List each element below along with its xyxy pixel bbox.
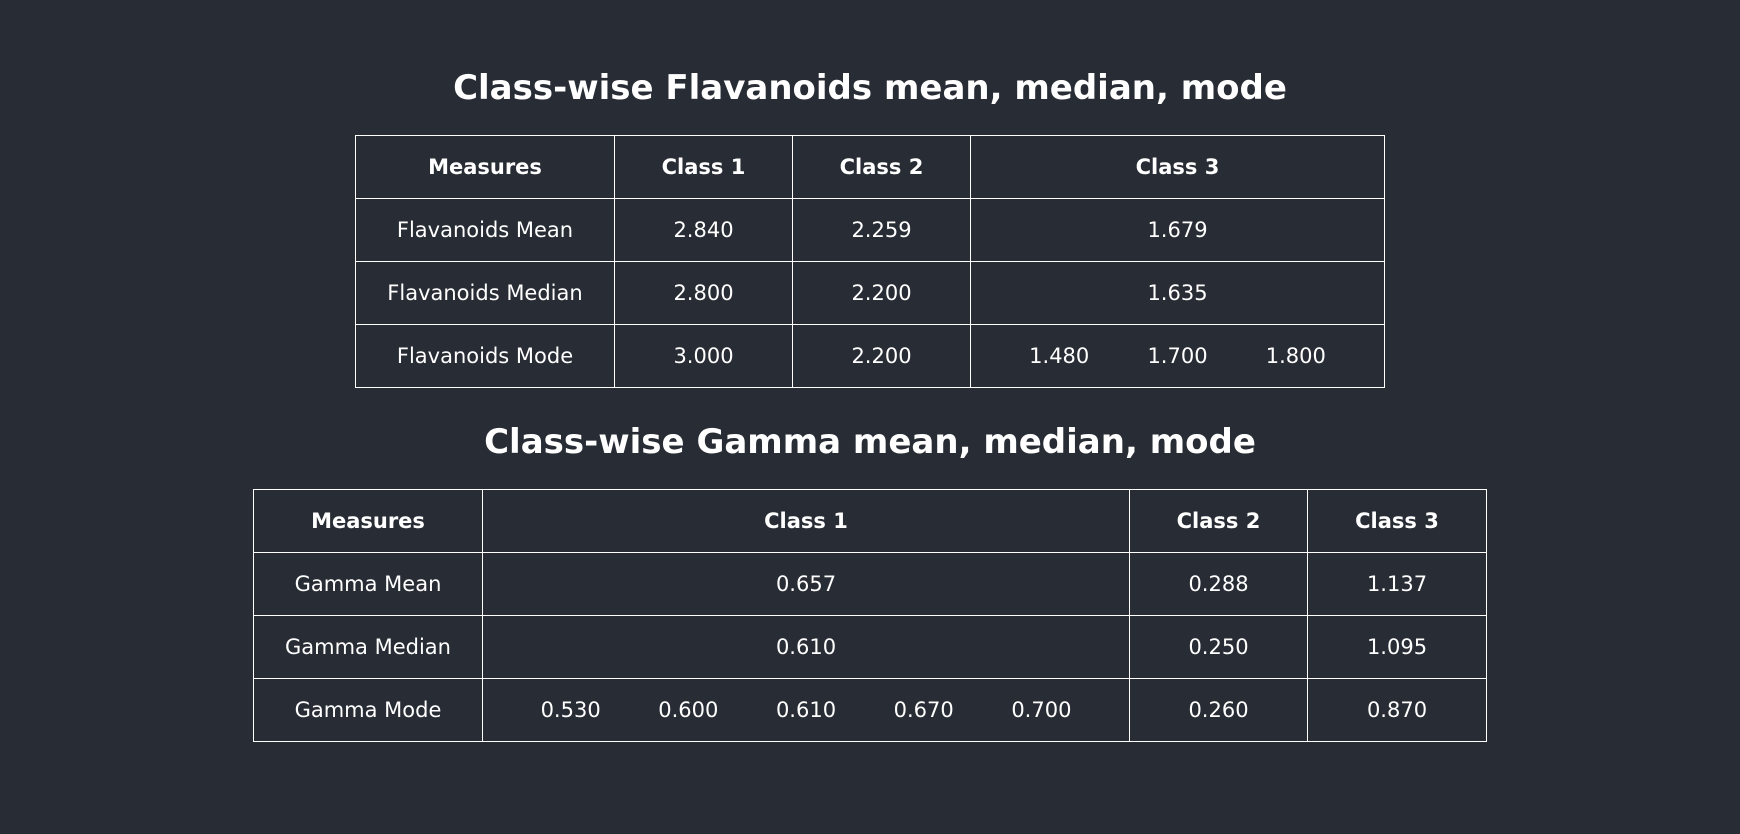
column-header: Class 3 <box>1307 489 1487 553</box>
table-header-row: Measures Class 1 Class 2 Class 3 <box>253 489 1487 553</box>
gamma-stats-table: Measures Class 1 Class 2 Class 3 Gamma Mean… <box>253 489 1487 742</box>
value-cell-class2: 0.260 <box>1129 678 1308 742</box>
column-header: Measures <box>253 489 483 553</box>
flavanoids-table-title: Class-wise Flavanoids mean, median, mode <box>453 68 1287 108</box>
mode-value: 0.600 <box>658 698 719 722</box>
value-cell-class3: 1.635 <box>970 261 1385 325</box>
mode-value: 1.480 <box>1029 344 1090 368</box>
value-cell-class3: 1.137 <box>1307 552 1487 616</box>
value-cell-class2: 2.200 <box>792 261 971 325</box>
value-cell-class1: 0.657 <box>482 552 1130 616</box>
value-cell-class2: 2.259 <box>792 198 971 262</box>
mode-value: 1.700 <box>1147 344 1208 368</box>
measure-cell: Flavanoids Median <box>355 261 615 325</box>
column-header: Class 1 <box>614 135 793 199</box>
multi-value-group: 0.530 0.600 0.610 0.670 0.700 <box>483 698 1129 722</box>
value-cell-class1: 2.800 <box>614 261 793 325</box>
measure-cell: Gamma Median <box>253 615 483 679</box>
mode-value: 0.610 <box>775 698 837 722</box>
measure-cell: Flavanoids Mode <box>355 324 615 388</box>
column-header: Class 2 <box>1129 489 1308 553</box>
value-cell-class2: 0.250 <box>1129 615 1308 679</box>
mode-value: 1.800 <box>1265 344 1326 368</box>
value-cell-class1: 2.840 <box>614 198 793 262</box>
column-header: Class 1 <box>482 489 1130 553</box>
value-cell-class3: 0.870 <box>1307 678 1487 742</box>
value-cell-class1: 0.530 0.600 0.610 0.670 0.700 <box>482 678 1130 742</box>
table-row: Gamma Mode 0.530 0.600 0.610 0.670 0.700 0.260… <box>253 678 1487 742</box>
multi-value-group: 1.480 1.700 1.800 <box>971 344 1384 368</box>
measure-cell: Gamma Mean <box>253 552 483 616</box>
table-header-row: Measures Class 1 Class 2 Class 3 <box>355 135 1385 199</box>
column-header: Class 2 <box>792 135 971 199</box>
value-cell-class1: 3.000 <box>614 324 793 388</box>
table-row: Flavanoids Mean 2.840 2.259 1.679 <box>355 198 1385 262</box>
table-row: Flavanoids Mode 3.000 2.200 1.480 1.700 1.800 <box>355 324 1385 388</box>
value-cell-class3: 1.679 <box>970 198 1385 262</box>
value-cell-class1: 0.610 <box>482 615 1130 679</box>
measure-cell: Gamma Mode <box>253 678 483 742</box>
gamma-table-title: Class-wise Gamma mean, median, mode <box>484 422 1256 462</box>
value-cell-class3: 1.095 <box>1307 615 1487 679</box>
value-cell-class3: 1.480 1.700 1.800 <box>970 324 1385 388</box>
column-header: Measures <box>355 135 615 199</box>
value-cell-class2: 2.200 <box>792 324 971 388</box>
table-row: Flavanoids Median 2.800 2.200 1.635 <box>355 261 1385 325</box>
mode-value: 0.700 <box>1011 698 1072 722</box>
column-header: Class 3 <box>970 135 1385 199</box>
mode-value: 0.530 <box>540 698 601 722</box>
table-row: Gamma Mean 0.657 0.288 1.137 <box>253 552 1487 616</box>
table-row: Gamma Median 0.610 0.250 1.095 <box>253 615 1487 679</box>
mode-value: 0.670 <box>893 698 954 722</box>
flavanoids-stats-table: Measures Class 1 Class 2 Class 3 Flavanoids… <box>355 135 1385 388</box>
value-cell-class2: 0.288 <box>1129 552 1308 616</box>
measure-cell: Flavanoids Mean <box>355 198 615 262</box>
